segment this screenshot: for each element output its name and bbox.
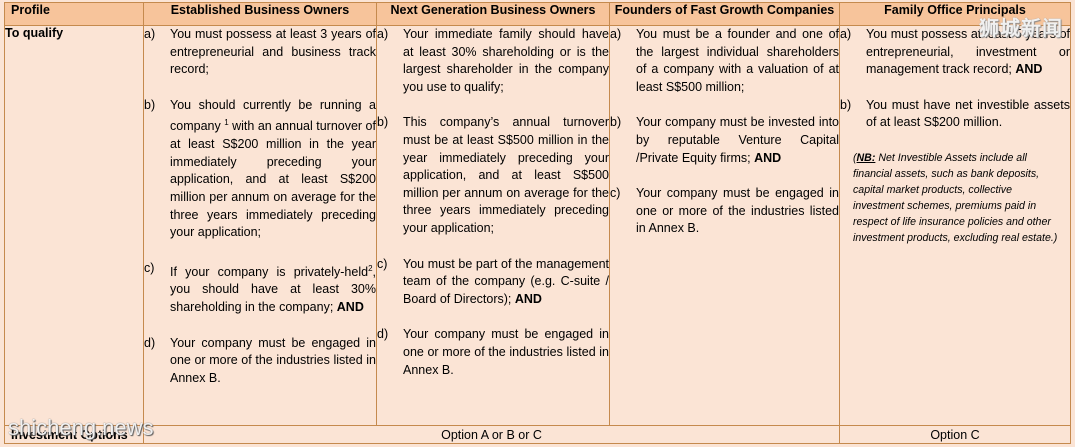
note-nb-label: NB: <box>856 151 876 164</box>
criterion-item: a) You must possess at least 3 years of … <box>144 26 376 79</box>
criterion-text-part: You must be part of the management team … <box>403 256 609 306</box>
criterion-item: a) You must possess at least 5 years of … <box>840 26 1070 79</box>
criterion-item: c) Your company must be engaged in one o… <box>610 185 839 238</box>
criterion-text-part: If your company is privately-held <box>170 264 369 279</box>
qualify-row: To qualify a) You must possess at least … <box>4 25 1071 426</box>
criterion-text: You must possess at least 5 years of ent… <box>866 26 1070 79</box>
criterion-text: You should currently be running a compan… <box>170 97 376 242</box>
criterion-text: Your company must be engaged in one or m… <box>170 335 376 385</box>
criterion-marker: a) <box>840 27 852 41</box>
criterion-text: Your company must be invested into by re… <box>636 114 839 167</box>
criterion-marker: a) <box>144 27 156 41</box>
footnote-marker: 2 <box>368 263 373 273</box>
criterion-marker: c) <box>144 260 155 275</box>
watermark-logo-top: 狮城新闻 <box>979 18 1063 40</box>
criterion-marker: c) <box>377 256 388 271</box>
header-family-office-principals: Family Office Principals <box>839 2 1071 26</box>
criterion-item: b) You should currently be running a com… <box>144 97 376 242</box>
criterion-marker: d) <box>377 327 389 342</box>
watermark-logo-bottom: shicheng.news <box>8 415 154 440</box>
criterion-marker: d) <box>144 335 156 350</box>
criterion-marker: a) <box>377 27 389 41</box>
and-keyword: AND <box>754 150 782 165</box>
fast-growth-founders-criteria: a) You must be a founder and one of the … <box>609 25 840 426</box>
criterion-text: You must have net investible assets of a… <box>866 97 1070 130</box>
criterion-item: a) You must be a founder and one of the … <box>610 26 839 96</box>
and-keyword: AND <box>1015 62 1043 77</box>
footnote-marker: 1 <box>224 118 229 128</box>
and-keyword: AND <box>336 300 364 315</box>
criterion-marker: b) <box>377 115 389 130</box>
criterion-text-part: You should currently be running a compan… <box>170 97 376 134</box>
row-label-to-qualify: To qualify <box>4 25 144 426</box>
option-c: Option C <box>839 425 1071 444</box>
header-established-owners: Established Business Owners <box>143 2 377 26</box>
criterion-text: If your company is privately-held2, you … <box>170 260 376 317</box>
note-text: Net Investible Assets include all financ… <box>853 151 1058 244</box>
criterion-marker: b) <box>144 97 156 112</box>
criterion-text: You must possess at least 3 years of ent… <box>170 27 376 77</box>
criterion-text-part: with an annual turnover of at least S$20… <box>170 119 376 240</box>
net-investible-assets-note: (NB: Net Investible Assets include all f… <box>853 151 1058 244</box>
criterion-item: b) You must have net investible assets o… <box>840 97 1070 132</box>
criterion-text: Your immediate family should have at lea… <box>403 27 609 94</box>
options-abc: Option A or B or C <box>143 425 840 444</box>
header-fast-growth-founders: Founders of Fast Growth Companies <box>609 2 840 26</box>
criterion-item: c) If your company is privately-held2, y… <box>144 260 376 317</box>
criterion-marker: b) <box>840 97 852 112</box>
investment-options-row: Investment Options Option A or B or C Op… <box>4 425 1071 444</box>
family-office-criteria: a) You must possess at least 5 years of … <box>839 25 1071 426</box>
criterion-item: b) Your company must be invested into by… <box>610 114 839 167</box>
criterion-text-part: Your company must be invested into by re… <box>636 115 839 165</box>
criterion-marker: a) <box>610 27 622 41</box>
qualification-table: Profile Established Business Owners Next… <box>4 2 1071 444</box>
header-next-generation-owners: Next Generation Business Owners <box>376 2 610 26</box>
criterion-item: d) Your company must be engaged in one o… <box>144 335 376 388</box>
criterion-text-part: , you should have at least 30% sharehold… <box>170 264 376 315</box>
next-generation-criteria: a) Your immediate family should have at … <box>376 25 610 426</box>
established-owners-criteria: a) You must possess at least 3 years of … <box>143 25 377 426</box>
criterion-text: You must be a founder and one of the lar… <box>636 27 839 94</box>
criterion-text: This company’s annual turnover must be a… <box>403 115 609 235</box>
criterion-text: You must be part of the management team … <box>403 256 609 309</box>
criterion-text-part: You must possess at least 5 years of ent… <box>866 27 1070 77</box>
criterion-text: Your company must be engaged in one or m… <box>403 327 609 377</box>
criterion-item: c) You must be part of the management te… <box>377 256 609 309</box>
criterion-marker: c) <box>610 186 621 201</box>
header-profile: Profile <box>4 2 144 26</box>
criterion-item: b) This company’s annual turnover must b… <box>377 114 609 237</box>
criterion-marker: b) <box>610 115 622 130</box>
and-keyword: AND <box>514 291 542 306</box>
criterion-item: a) Your immediate family should have at … <box>377 26 609 96</box>
criterion-item: d) Your company must be engaged in one o… <box>377 326 609 379</box>
criterion-text: Your company must be engaged in one or m… <box>636 186 839 236</box>
header-row: Profile Established Business Owners Next… <box>4 2 1071 26</box>
